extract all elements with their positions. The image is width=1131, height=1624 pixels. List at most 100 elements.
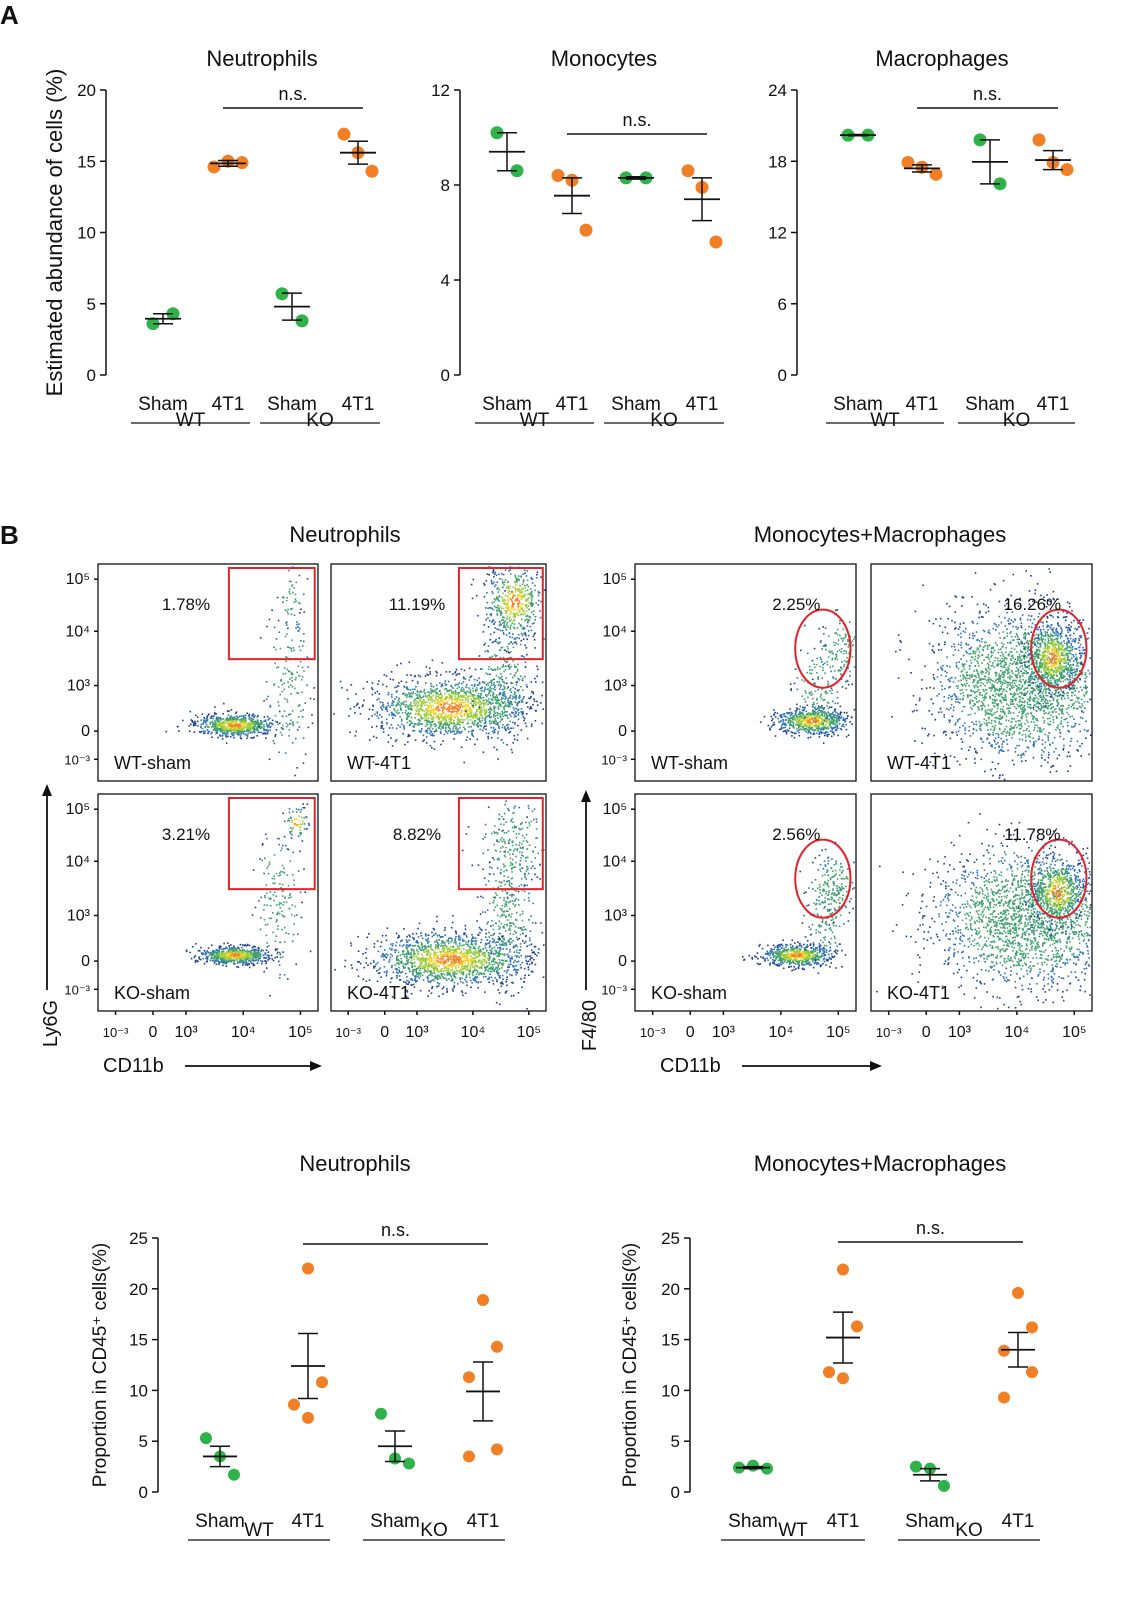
flow-event [423,951,426,954]
flow-event [217,955,220,958]
flow-event [520,729,523,731]
flow-event [276,721,279,723]
flow-event [427,695,429,697]
data-point [302,1411,314,1424]
flow-event [527,615,529,618]
flow-event [227,724,230,726]
flow-event [502,619,504,621]
flow-event [437,706,439,709]
flow-event [229,951,231,953]
flow-event [396,664,398,666]
flow-event [495,606,497,609]
flow-event [511,603,514,606]
flow-event [463,695,465,698]
flow-event [303,807,306,809]
flow-event [210,956,213,958]
flow-event [276,596,279,599]
flow-event [523,695,525,698]
flow-event [233,726,235,729]
flow-event [386,722,388,724]
flow-event [394,740,397,742]
flow-event [450,689,452,692]
flow-event [429,702,431,704]
flow-event [506,624,508,626]
flow-event [477,718,479,721]
flow-event [293,601,296,603]
flow-event [278,710,281,713]
y-tick-label: 5 [87,295,96,314]
flow-event [446,714,449,717]
flow-event [509,973,511,976]
flow-event [448,671,451,673]
flow-event [266,724,268,727]
flow-event [485,708,488,711]
flow-event [467,696,469,698]
flow-event [462,688,465,691]
flow-event [217,727,220,730]
flow-event [299,704,301,706]
flow-event [434,975,437,977]
flow-event [219,957,222,960]
flow-event [357,935,359,938]
flow-event [235,712,237,715]
flow-event [275,895,277,897]
flow-event [395,696,398,698]
flow-event [202,957,204,960]
flow-event [304,702,307,704]
flow-event [511,591,513,593]
flow-event [464,709,466,712]
flow-event [203,949,206,952]
flow-event [481,719,484,722]
flow-event [439,715,442,717]
flow-event [461,706,464,708]
flow-event [230,960,232,963]
flow-event [464,710,466,713]
flow-event [401,712,404,714]
flow-event [431,718,433,721]
flow-event [295,818,298,820]
flow-event [464,928,467,930]
flow-event [457,695,459,698]
flow-event [435,714,437,716]
flow-event [478,717,481,719]
flow-event [458,700,461,702]
flow-event [238,954,240,956]
flow-event [509,688,512,690]
flow-event [508,642,511,645]
flow-event [446,722,448,725]
flow-event [509,626,512,629]
flow-event [253,716,255,719]
flow-event [251,731,254,734]
flow-event [432,968,435,970]
flow-event [457,717,459,719]
flow-event [219,717,221,719]
flow-event [509,616,511,618]
flow-event [494,573,496,576]
flow-event [261,859,263,862]
flow-event [246,727,249,730]
flow-event [455,713,458,716]
flow-event [494,731,496,733]
flow-event [432,709,435,711]
flow-event [219,945,221,947]
flow-event [493,958,496,961]
flow-event [496,972,499,975]
flow-event [289,592,291,595]
flow-event [483,708,485,711]
flow-event [288,686,290,688]
flow-event [485,712,488,714]
flow-event [458,698,461,701]
y-tick-label: 12 [768,224,787,243]
flow-event [270,917,273,920]
flow-event [504,620,506,622]
flow-event [506,617,508,620]
flow-event [414,675,416,678]
flow-event [277,666,280,668]
flow-event [526,589,529,592]
flow-event [423,715,426,717]
flow-event [484,642,486,645]
flow-event [333,713,335,715]
flow-event [236,728,239,731]
flow-event [259,957,261,959]
flow-event [226,716,229,719]
